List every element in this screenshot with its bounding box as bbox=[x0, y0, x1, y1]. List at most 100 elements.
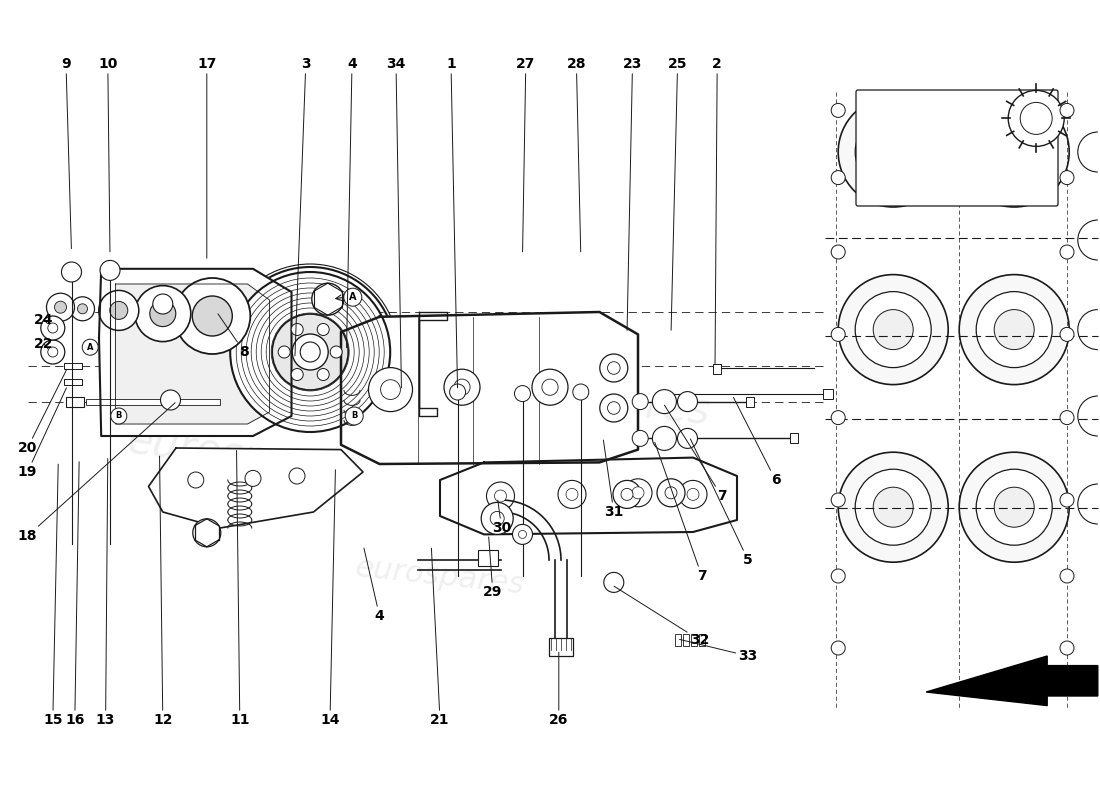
FancyBboxPatch shape bbox=[856, 90, 1058, 206]
Circle shape bbox=[513, 525, 532, 544]
Circle shape bbox=[188, 472, 204, 488]
Circle shape bbox=[832, 245, 845, 259]
Text: 9: 9 bbox=[62, 57, 72, 249]
Circle shape bbox=[832, 410, 845, 425]
Circle shape bbox=[652, 390, 676, 414]
Circle shape bbox=[161, 390, 180, 410]
Text: B: B bbox=[116, 411, 122, 421]
Circle shape bbox=[450, 384, 465, 400]
Circle shape bbox=[873, 132, 913, 172]
Circle shape bbox=[99, 290, 139, 330]
Text: 3: 3 bbox=[295, 57, 310, 356]
Circle shape bbox=[994, 487, 1034, 527]
Circle shape bbox=[82, 339, 98, 355]
Bar bbox=[66, 398, 84, 407]
Circle shape bbox=[624, 478, 652, 507]
Circle shape bbox=[491, 511, 504, 526]
Circle shape bbox=[153, 294, 173, 314]
Circle shape bbox=[652, 426, 676, 450]
Text: 29: 29 bbox=[483, 537, 503, 599]
Circle shape bbox=[192, 519, 221, 547]
Circle shape bbox=[959, 274, 1069, 385]
Circle shape bbox=[994, 132, 1034, 172]
Text: 20: 20 bbox=[18, 370, 66, 455]
Circle shape bbox=[832, 641, 845, 655]
Circle shape bbox=[311, 283, 344, 315]
Bar bbox=[64, 363, 81, 370]
Text: 17: 17 bbox=[197, 57, 217, 258]
Text: 4: 4 bbox=[346, 57, 356, 348]
Polygon shape bbox=[926, 656, 1098, 706]
Circle shape bbox=[976, 114, 1053, 190]
Circle shape bbox=[959, 452, 1069, 562]
Text: eurospares: eurospares bbox=[354, 553, 526, 599]
Polygon shape bbox=[341, 312, 638, 464]
Circle shape bbox=[245, 470, 261, 486]
Circle shape bbox=[1020, 102, 1053, 134]
Circle shape bbox=[47, 323, 58, 333]
Text: 26: 26 bbox=[549, 652, 569, 727]
Text: 27: 27 bbox=[516, 57, 536, 252]
Text: 22: 22 bbox=[34, 337, 54, 351]
Circle shape bbox=[1060, 493, 1074, 507]
Circle shape bbox=[111, 408, 126, 424]
Circle shape bbox=[621, 488, 632, 501]
Text: 16: 16 bbox=[65, 462, 85, 727]
Circle shape bbox=[873, 487, 913, 527]
Text: 32: 32 bbox=[614, 586, 710, 647]
Circle shape bbox=[1060, 327, 1074, 342]
Circle shape bbox=[855, 114, 932, 190]
Polygon shape bbox=[419, 312, 447, 416]
Text: 7: 7 bbox=[664, 405, 726, 503]
Circle shape bbox=[55, 301, 66, 313]
Bar bbox=[64, 379, 81, 386]
Text: 13: 13 bbox=[96, 458, 115, 727]
Text: 25: 25 bbox=[668, 57, 688, 330]
Circle shape bbox=[666, 486, 676, 499]
Bar bbox=[746, 397, 754, 406]
Circle shape bbox=[330, 346, 342, 358]
Circle shape bbox=[600, 394, 628, 422]
Circle shape bbox=[607, 362, 620, 374]
Circle shape bbox=[873, 310, 913, 350]
Circle shape bbox=[855, 292, 932, 368]
Bar bbox=[823, 389, 833, 398]
Circle shape bbox=[47, 347, 58, 357]
Circle shape bbox=[1060, 103, 1074, 118]
Text: 24: 24 bbox=[34, 313, 54, 327]
Circle shape bbox=[855, 469, 932, 546]
Text: 4: 4 bbox=[364, 548, 384, 623]
Circle shape bbox=[566, 488, 578, 501]
Text: A: A bbox=[349, 292, 356, 302]
Circle shape bbox=[46, 293, 75, 322]
Circle shape bbox=[110, 302, 128, 319]
Circle shape bbox=[607, 402, 620, 414]
Circle shape bbox=[632, 430, 648, 446]
Circle shape bbox=[70, 297, 95, 321]
Text: 21: 21 bbox=[430, 548, 450, 727]
Circle shape bbox=[1060, 170, 1074, 185]
Circle shape bbox=[481, 502, 514, 534]
Circle shape bbox=[77, 304, 88, 314]
Text: A: A bbox=[87, 342, 94, 352]
Circle shape bbox=[976, 292, 1053, 368]
Circle shape bbox=[300, 342, 320, 362]
Polygon shape bbox=[148, 448, 363, 528]
Circle shape bbox=[994, 310, 1034, 350]
Text: B: B bbox=[351, 411, 358, 421]
Circle shape bbox=[41, 340, 65, 364]
Circle shape bbox=[542, 379, 558, 395]
Circle shape bbox=[1060, 569, 1074, 583]
Circle shape bbox=[976, 469, 1053, 546]
Text: 18: 18 bbox=[18, 402, 175, 543]
Circle shape bbox=[444, 370, 480, 405]
Circle shape bbox=[678, 392, 697, 411]
Circle shape bbox=[604, 573, 624, 592]
Circle shape bbox=[515, 386, 530, 402]
Circle shape bbox=[838, 452, 948, 562]
Circle shape bbox=[832, 327, 845, 342]
Text: 6: 6 bbox=[734, 398, 780, 487]
Circle shape bbox=[678, 429, 697, 448]
Text: 8: 8 bbox=[218, 314, 249, 359]
Circle shape bbox=[381, 380, 400, 399]
